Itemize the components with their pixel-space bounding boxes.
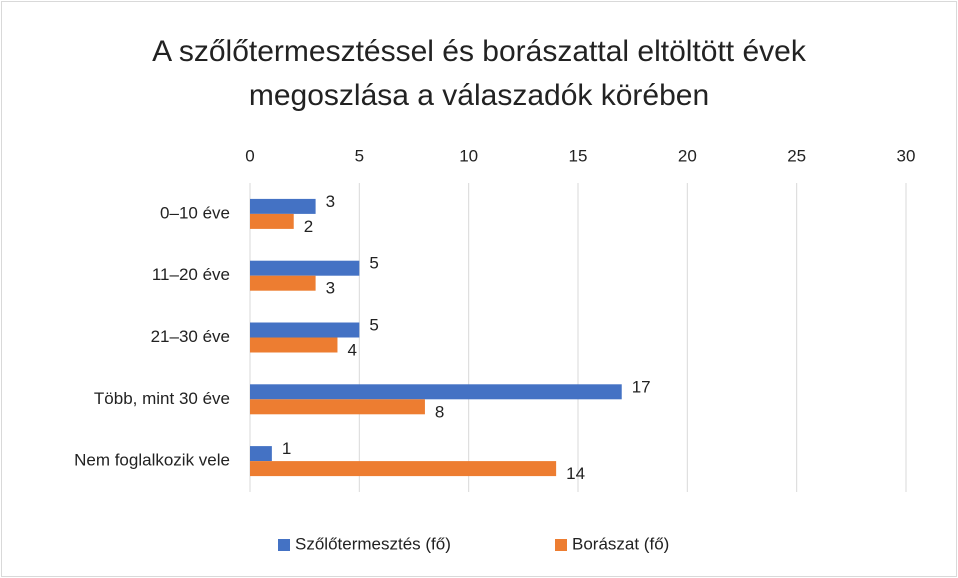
x-tick-label: 30 [897, 146, 916, 165]
x-tick-label: 0 [245, 146, 254, 165]
bar [250, 275, 316, 291]
data-label: 2 [304, 217, 313, 236]
data-label: 5 [369, 254, 378, 273]
data-label: 3 [326, 192, 335, 211]
legend-label: Szőlőtermesztés (fő) [295, 534, 451, 553]
legend-label: Borászat (fő) [572, 534, 669, 553]
y-tick-label: 11–20 éve [152, 265, 230, 284]
data-label: 17 [632, 377, 651, 396]
data-label: 14 [566, 464, 585, 483]
x-tick-label: 15 [569, 146, 588, 165]
bar [250, 399, 425, 415]
chart-title: A szőlőtermesztéssel és borászattal eltö… [152, 35, 806, 112]
bar [250, 260, 360, 276]
y-tick-label: Több, mint 30 éve [94, 389, 230, 408]
bar [250, 461, 557, 477]
data-label: 1 [282, 439, 291, 458]
x-tick-label: 20 [678, 146, 697, 165]
x-tick-label: 5 [355, 146, 364, 165]
x-tick-label: 10 [459, 146, 478, 165]
bar [250, 198, 316, 214]
data-label: 3 [326, 279, 335, 298]
bar [250, 384, 622, 400]
bar [250, 213, 294, 229]
data-label: 4 [347, 340, 356, 359]
y-tick-label: 21–30 éve [151, 327, 230, 346]
legend-swatch [278, 539, 290, 551]
data-label: 8 [435, 402, 444, 421]
bar [250, 446, 272, 462]
legend-swatch [555, 539, 567, 551]
x-tick-label: 25 [787, 146, 806, 165]
bar [250, 322, 360, 338]
y-tick-label: Nem foglalkozik vele [74, 451, 230, 470]
data-label: 5 [369, 315, 378, 334]
y-tick-label: 0–10 éve [160, 203, 230, 222]
bar [250, 337, 338, 353]
